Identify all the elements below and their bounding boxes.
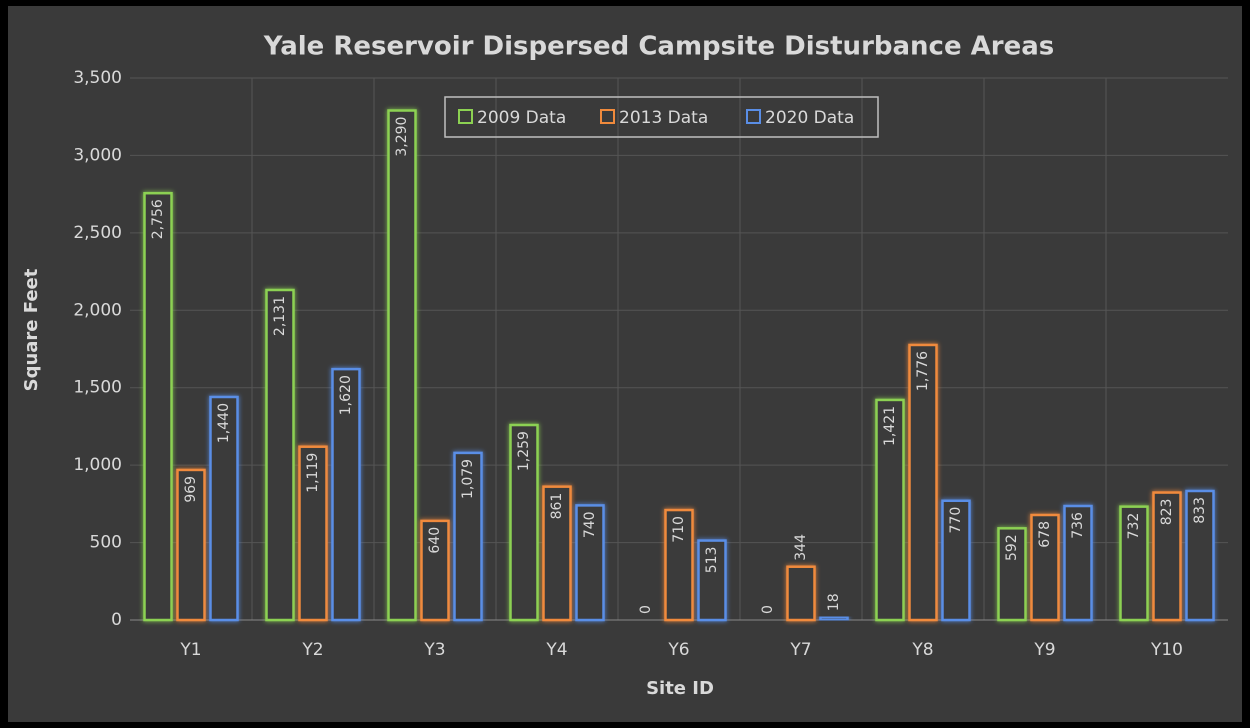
bar bbox=[575, 504, 605, 622]
x-tick-label: Y2 bbox=[301, 640, 323, 660]
data-label: 1,079 bbox=[460, 459, 476, 499]
data-label: 732 bbox=[1126, 513, 1142, 540]
data-label: 770 bbox=[948, 507, 964, 534]
data-label: 833 bbox=[1192, 497, 1208, 524]
data-label: 678 bbox=[1037, 521, 1053, 548]
data-label: 823 bbox=[1159, 499, 1175, 526]
bar bbox=[1063, 504, 1093, 622]
y-axis-label: Square Feet bbox=[21, 268, 42, 391]
data-label: 3,290 bbox=[394, 117, 410, 157]
data-label: 1,421 bbox=[882, 406, 898, 446]
bar bbox=[420, 519, 450, 622]
bar bbox=[1030, 513, 1060, 622]
bar bbox=[997, 527, 1027, 622]
bar bbox=[786, 565, 816, 622]
data-label: 969 bbox=[183, 476, 199, 503]
x-tick-label: Y1 bbox=[179, 640, 201, 660]
bar bbox=[1152, 491, 1182, 622]
y-tick-label: 2,000 bbox=[73, 300, 122, 320]
bar bbox=[1185, 489, 1215, 622]
legend-swatch bbox=[746, 109, 761, 124]
legend-label: 2009 Data bbox=[477, 108, 566, 128]
y-tick-label: 500 bbox=[90, 533, 122, 553]
bar bbox=[387, 109, 417, 622]
data-label: 513 bbox=[704, 547, 720, 574]
bar bbox=[542, 485, 572, 622]
x-tick-label: Y8 bbox=[911, 640, 933, 660]
bar bbox=[453, 451, 483, 622]
bar bbox=[298, 445, 328, 622]
legend-swatch bbox=[458, 109, 473, 124]
data-label: 1,776 bbox=[915, 351, 931, 391]
data-label: 710 bbox=[671, 516, 687, 543]
data-label: 1,620 bbox=[338, 375, 354, 415]
bar bbox=[331, 367, 361, 622]
legend-label: 2013 Data bbox=[619, 108, 708, 128]
x-tick-label: Y10 bbox=[1150, 640, 1183, 660]
legend-box bbox=[444, 96, 879, 138]
x-axis-label: Site ID bbox=[646, 678, 714, 699]
bar bbox=[1119, 505, 1149, 622]
legend-label: 2020 Data bbox=[765, 108, 854, 128]
bar bbox=[509, 423, 539, 622]
bar bbox=[143, 191, 173, 622]
bar bbox=[265, 288, 295, 622]
x-tick-label: Y6 bbox=[667, 640, 689, 660]
data-label: 1,440 bbox=[216, 403, 232, 443]
data-label: 2,756 bbox=[150, 199, 166, 239]
data-label: 1,119 bbox=[305, 453, 321, 493]
data-label: 736 bbox=[1070, 512, 1086, 539]
bar bbox=[664, 508, 694, 622]
data-label: 0 bbox=[638, 605, 654, 614]
bar bbox=[941, 499, 971, 622]
y-tick-label: 3,500 bbox=[73, 68, 122, 88]
data-label: 1,259 bbox=[516, 431, 532, 471]
bar bbox=[697, 539, 727, 622]
data-label: 740 bbox=[582, 511, 598, 538]
y-tick-label: 1,500 bbox=[73, 378, 122, 398]
data-label: 18 bbox=[826, 593, 842, 611]
data-label: 861 bbox=[549, 493, 565, 520]
data-label: 640 bbox=[427, 527, 443, 554]
y-tick-label: 1,000 bbox=[73, 455, 122, 475]
bar bbox=[176, 468, 206, 622]
y-tick-label: 0 bbox=[111, 610, 122, 630]
y-tick-label: 3,000 bbox=[73, 145, 122, 165]
bar bbox=[209, 395, 239, 622]
x-tick-label: Y4 bbox=[545, 640, 567, 660]
chart-title: Yale Reservoir Dispersed Campsite Distur… bbox=[263, 32, 1055, 62]
x-tick-label: Y7 bbox=[789, 640, 811, 660]
bar bbox=[875, 398, 905, 622]
data-label: 592 bbox=[1004, 534, 1020, 561]
legend-swatch bbox=[600, 109, 615, 124]
bar bbox=[819, 615, 849, 622]
data-label: 0 bbox=[760, 605, 776, 614]
bar bbox=[908, 343, 938, 622]
data-label: 344 bbox=[793, 534, 809, 561]
x-tick-label: Y9 bbox=[1033, 640, 1055, 660]
x-tick-label: Y3 bbox=[423, 640, 445, 660]
data-label: 2,131 bbox=[272, 296, 288, 336]
y-tick-label: 2,500 bbox=[73, 223, 122, 243]
